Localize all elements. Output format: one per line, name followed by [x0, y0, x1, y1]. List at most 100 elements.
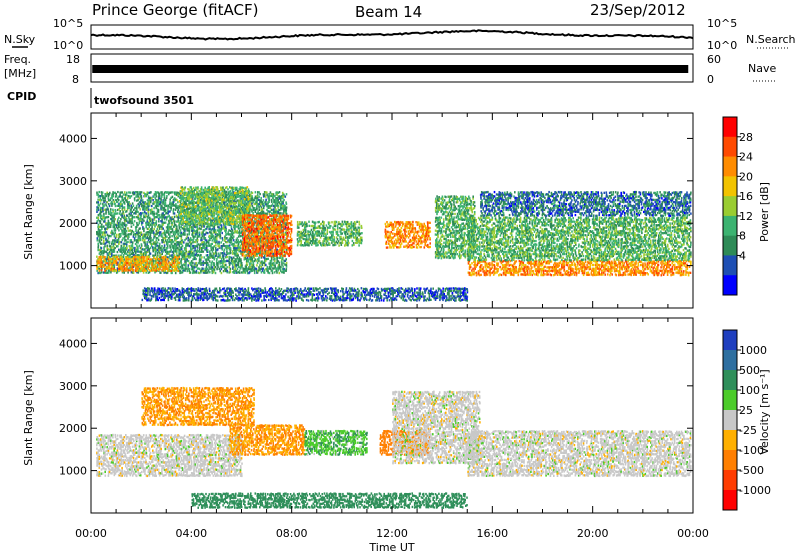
power-cell — [126, 247, 128, 250]
power-cell — [256, 264, 258, 267]
power-cell — [145, 267, 148, 270]
power-cell — [97, 216, 99, 219]
power-cell — [174, 220, 176, 223]
power-cell — [98, 225, 101, 228]
power-cell — [124, 242, 127, 245]
power-cell — [163, 258, 166, 261]
power-cell — [142, 227, 144, 230]
power-cell — [104, 196, 106, 200]
power-cell — [107, 197, 110, 200]
power-cell — [206, 220, 209, 224]
power-cell — [145, 237, 147, 240]
power-cell — [105, 238, 107, 242]
power-cell — [150, 199, 152, 202]
power-cell — [148, 255, 151, 258]
power-cell — [131, 191, 134, 194]
power-cell — [97, 203, 100, 206]
power-cell — [129, 191, 132, 194]
power-cell — [115, 193, 117, 196]
power-cell — [137, 269, 140, 272]
power-cell — [124, 218, 127, 221]
power-cell — [121, 204, 123, 207]
power-cell — [166, 246, 169, 249]
date-label: 23/Sep/2012 — [590, 1, 686, 19]
power-cell — [121, 215, 123, 218]
power-cell — [187, 264, 190, 267]
power-cell — [96, 210, 98, 213]
power-cell — [196, 249, 199, 252]
power-cell — [143, 208, 146, 211]
power-cell — [207, 198, 209, 201]
power-cell — [103, 205, 105, 208]
power-cell — [161, 245, 163, 248]
power-cell — [104, 203, 106, 206]
power-cell — [107, 223, 110, 226]
power-cell — [131, 257, 133, 260]
power-cell — [223, 252, 226, 255]
power-cell — [130, 231, 133, 234]
power-cell — [118, 248, 120, 251]
power-cell — [224, 202, 226, 206]
power-cell — [235, 252, 237, 255]
power-cell — [237, 263, 240, 266]
power-cell — [107, 234, 110, 238]
power-cell — [125, 230, 128, 233]
power-cell — [109, 248, 112, 251]
power-cell — [129, 248, 131, 251]
power-cell — [115, 254, 118, 257]
power-cell — [110, 271, 112, 274]
power-cell — [259, 192, 261, 196]
power-cell — [99, 221, 101, 225]
power-cell — [102, 231, 104, 234]
power-cell — [222, 198, 224, 201]
power-cell — [153, 231, 155, 234]
power-cell — [133, 197, 136, 200]
power-cell — [101, 242, 103, 245]
power-cell — [260, 196, 262, 200]
power-cell — [140, 202, 143, 206]
power-cell — [121, 229, 123, 232]
power-cell — [106, 271, 109, 274]
power-cell — [217, 219, 220, 222]
power-cell — [193, 235, 195, 238]
power-cell — [219, 254, 221, 257]
power-cell — [267, 270, 269, 273]
power-cell — [100, 207, 103, 210]
power-cell — [278, 261, 281, 264]
power-cell — [127, 233, 129, 236]
power-cell — [178, 255, 180, 258]
power-cell — [141, 234, 144, 238]
power-cell — [212, 254, 215, 257]
power-cell — [244, 271, 246, 274]
power-cell — [129, 220, 132, 223]
power-cell — [127, 197, 129, 200]
power-cell — [117, 237, 120, 240]
power-cell — [157, 238, 160, 241]
power-cell — [131, 216, 134, 219]
power-cell — [102, 196, 104, 200]
power-cell — [104, 220, 106, 223]
power-cell — [154, 250, 157, 254]
power-cell — [101, 191, 104, 194]
power-cell — [97, 267, 100, 270]
power-cell — [105, 210, 107, 213]
power-cell — [232, 222, 235, 226]
power-cell — [120, 227, 122, 230]
power-cell — [122, 254, 125, 257]
power-cell — [138, 212, 141, 215]
power-cell — [134, 212, 136, 215]
power-cell — [285, 261, 288, 265]
power-cell — [118, 258, 120, 261]
power-cell — [258, 208, 260, 211]
power-cell — [144, 241, 146, 244]
power-cell — [137, 250, 139, 253]
power-cell — [104, 208, 106, 211]
power-cell — [106, 233, 109, 236]
power-cell — [112, 192, 114, 196]
power-cell — [100, 194, 103, 198]
power-cell — [231, 188, 234, 191]
power-cell — [159, 261, 162, 264]
power-cell — [101, 267, 103, 270]
power-cell — [123, 202, 126, 205]
